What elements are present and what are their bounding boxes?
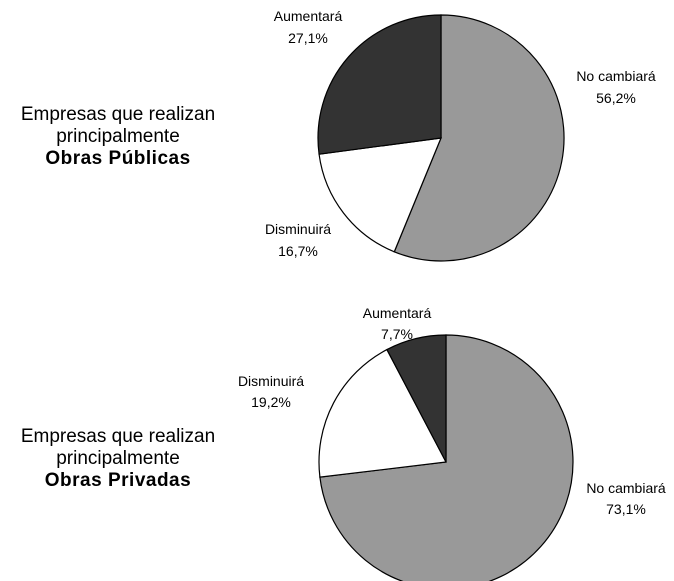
- pie-2-label-no-cambiara: No cambiará: [586, 480, 666, 496]
- chart-2-title-line-3: Obras Privadas: [44, 470, 192, 491]
- pie-1-value-disminuira: 16,7%: [278, 243, 318, 259]
- chart-1-title: Empresas que realizan principalmente Obr…: [0, 104, 236, 170]
- pie-2-value-aumentara: 7,7%: [381, 326, 413, 342]
- pie-2-value-no-cambiara: 73,1%: [606, 501, 646, 517]
- pie-chart-1: No cambiará 56,2% Disminuirá 16,7% Aumentará…: [265, 8, 656, 262]
- chart-1-title-line-3: Obras Públicas: [45, 148, 191, 169]
- pie-chart-2: No cambiará 73,1% Disminuirá 19,2% Aumentará…: [238, 305, 666, 581]
- pie-1-slice-disminuira: [318, 137, 442, 253]
- pie-1-label-disminuira: Disminuirá: [265, 221, 331, 237]
- pie-1-slice-aumentara: [317, 14, 442, 155]
- pie-1-slice-no-cambiara: [393, 14, 565, 262]
- pie-2-label-aumentara: Aumentará: [363, 305, 432, 321]
- pie-2-slice-aumentara: [386, 334, 447, 463]
- chart-1-title-line-1: Empresas que realizan: [20, 104, 216, 125]
- pie-1-value-aumentara: 27,1%: [288, 30, 328, 46]
- pie-2-label-disminuira: Disminuirá: [238, 373, 304, 389]
- pie-1-value-no-cambiara: 56,2%: [596, 90, 636, 106]
- chart-2-title-line-1: Empresas que realizan: [20, 426, 216, 447]
- chart-2-title: Empresas que realizan principalmente Obr…: [0, 426, 236, 492]
- pie-1-label-no-cambiara: No cambiará: [576, 68, 656, 84]
- chart-2-title-line-2: principalmente: [56, 448, 180, 469]
- pie-2-value-disminuira: 19,2%: [251, 394, 291, 410]
- pie-1-label-aumentara: Aumentará: [274, 8, 343, 24]
- chart-1-title-line-2: principalmente: [56, 126, 180, 147]
- pie-2-slice-disminuira: [318, 348, 447, 478]
